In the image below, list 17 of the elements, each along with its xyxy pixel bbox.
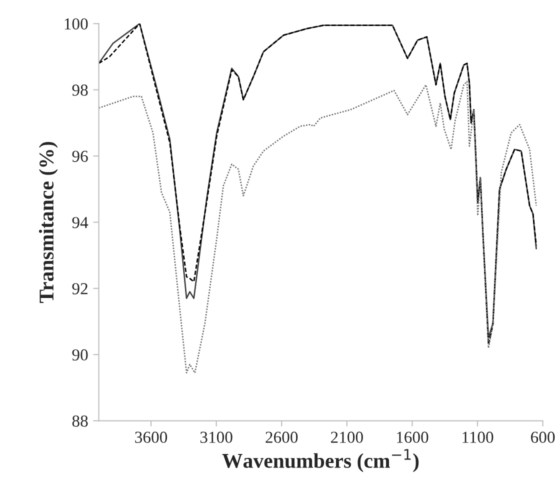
x-tick-label: 3600 — [135, 432, 168, 443]
x-tick-label: 600 — [531, 432, 555, 443]
y-tick-label: 90 — [72, 349, 88, 361]
y-tick-label: 98 — [72, 84, 88, 96]
y-tick-label: 88 — [72, 415, 88, 427]
x-tick-label: 1600 — [397, 432, 428, 443]
x-tick-label: 3100 — [200, 432, 232, 443]
y-tick-label: 94 — [72, 216, 88, 228]
x-tick-label: 2600 — [266, 432, 298, 443]
x-axis-title: Wavenumbers (cm$^{−1}$) — [222, 449, 419, 472]
y-axis-title: Transmitance (%) — [38, 142, 58, 303]
y-tick-label: 100 — [64, 18, 88, 30]
line-series — [98, 80, 537, 374]
x-tick-label: 1100 — [462, 432, 494, 443]
y-tick-label: 92 — [72, 283, 88, 294]
x-tick-label: 2100 — [330, 432, 363, 443]
y-tick-label: 96 — [72, 150, 88, 162]
